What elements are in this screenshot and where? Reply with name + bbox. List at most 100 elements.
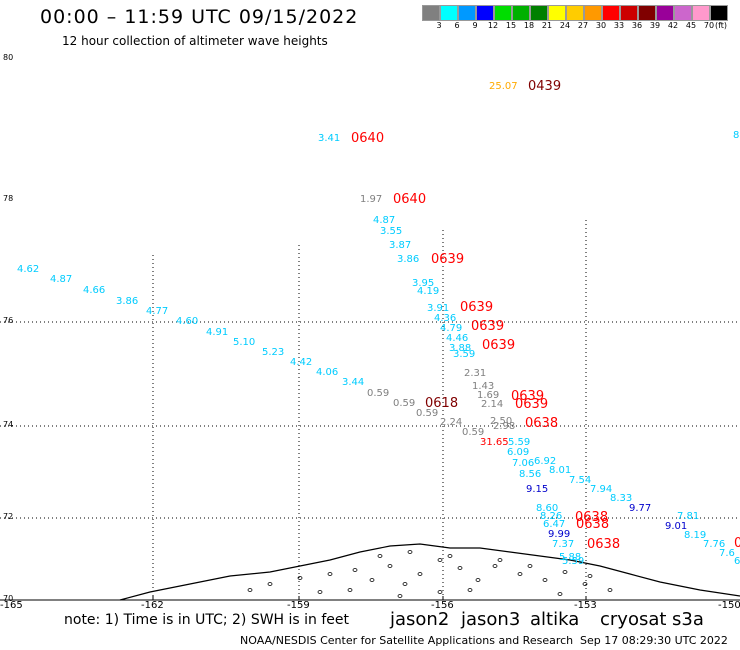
wave-height-value: 4.06: [316, 367, 339, 378]
wave-height-value: 4.87: [50, 274, 73, 285]
wave-height-value: 8.19: [684, 530, 707, 541]
legend-swatch: [692, 5, 710, 21]
graticule: [0, 220, 740, 600]
pass-time-label: 0640: [393, 192, 427, 207]
wave-height-value: 2.14: [481, 399, 504, 410]
legend-label: 6: [454, 21, 460, 30]
wave-height-value: 8: [733, 130, 740, 141]
wave-height-value: 3.59: [453, 349, 476, 360]
legend-unit: (ft): [715, 21, 728, 30]
wave-height-value: 3.86: [397, 254, 420, 265]
wave-height-value: 7.6: [719, 548, 735, 559]
legend-swatch: [458, 5, 476, 21]
legend-swatch: [422, 5, 440, 21]
legend-swatch: [584, 5, 602, 21]
legend-swatch: [620, 5, 638, 21]
legend-swatch: [440, 5, 458, 21]
legend-label: 33: [613, 21, 625, 30]
wave-height-value: 8.26: [540, 511, 563, 522]
wave-height-value: 3.88: [449, 343, 472, 354]
pass-time-label: 0618: [425, 396, 459, 411]
footer-note: note: 1) Time is in UTC; 2) SWH is in fe…: [64, 612, 350, 628]
wave-height-value: 6: [734, 556, 740, 567]
legend-label: 45: [685, 21, 697, 30]
pass-time-label: 0638: [525, 416, 559, 431]
legend-label: 27: [577, 21, 589, 30]
wave-height-value: 7.37: [552, 539, 575, 550]
wave-height-value: 4.91: [206, 327, 229, 338]
alaska-coastline: [119, 543, 740, 601]
legend-label: 12: [487, 21, 499, 30]
map-title: 00:00 – 11:59 UTC 09/15/2022: [40, 6, 359, 28]
wave-height-value: 8.56: [519, 469, 542, 480]
wave-height-value: 9.77: [629, 503, 652, 514]
ticks: [152, 596, 587, 600]
wave-height-value: 9.15: [526, 484, 549, 495]
lon-label-156: -156: [431, 600, 454, 611]
wave-height-value: 3.55: [380, 226, 403, 237]
legend-swatch: [602, 5, 620, 21]
legend-label: 3: [436, 21, 442, 30]
wave-height-value: 8.01: [549, 465, 572, 476]
legend-label: 15: [505, 21, 517, 30]
lon-label-150: -150: [718, 600, 740, 611]
wave-height-value: 4.19: [417, 286, 440, 297]
wave-height-value: 4.36: [434, 313, 457, 324]
wave-height-value: 2.31: [464, 368, 487, 379]
legend-label: 24: [559, 21, 571, 30]
wave-height-value: 1.43: [472, 381, 495, 392]
credit-line: NOAA/NESDIS Center for Satellite Applica…: [240, 634, 574, 647]
wave-height-value: 3.91: [427, 303, 450, 314]
pass-time-label: 0640: [351, 131, 385, 146]
legend-swatch: [656, 5, 674, 21]
lat-label-78: 78: [3, 194, 14, 203]
wave-height-value: 7.76: [703, 539, 726, 550]
wave-height-value: 9.01: [665, 521, 688, 532]
wave-height-value: 9.99: [548, 529, 571, 540]
wave-height-value: 7.06: [512, 458, 535, 469]
wave-height-value: 4.62: [17, 264, 40, 275]
lat-label-74: 74: [3, 420, 14, 429]
wave-height-value: 5.10: [233, 337, 256, 348]
wave-height-value: 2.24: [440, 417, 463, 428]
legend-swatch: [548, 5, 566, 21]
coastal-lakes: [247, 550, 613, 598]
wave-height-value: 4.42: [290, 357, 313, 368]
legend-label: 30: [595, 21, 607, 30]
lon-label-162: -162: [141, 600, 164, 611]
satellite-jason3: jason3: [461, 609, 521, 630]
lat-label-72: 72: [3, 512, 14, 521]
wave-height-value: 4.87: [373, 215, 396, 226]
pass-time-label: 0638: [587, 537, 621, 552]
wave-height-value: 0.59: [393, 398, 416, 409]
pass-time-label: 0639: [460, 300, 494, 315]
wave-height-value: 25.07: [489, 81, 518, 92]
pass-time-label: 0639: [515, 397, 549, 412]
pass-time-label: 0638: [576, 517, 610, 532]
wave-height-value: 4.77: [146, 306, 169, 317]
generated-timestamp: Sep 17 08:29:30 UTC 2022: [580, 634, 728, 647]
pass-time-label: 0: [734, 536, 740, 551]
wave-height-value: 3.41: [318, 133, 341, 144]
legend-label: 42: [667, 21, 679, 30]
wave-height-value: 8.60: [536, 503, 559, 514]
wave-height-value: 1.69: [477, 390, 500, 401]
wave-height-value: 31.65: [480, 437, 509, 448]
legend-swatch: [476, 5, 494, 21]
wave-height-value: 5.23: [262, 347, 285, 358]
pass-time-label: 0638: [575, 510, 609, 525]
lon-label-165: -165: [0, 600, 23, 611]
wave-height-value: 5.59: [508, 437, 531, 448]
pass-time-label: 0639: [471, 319, 505, 334]
legend-swatch: [638, 5, 656, 21]
legend-swatch: [566, 5, 584, 21]
wave-height-value: 5.88: [559, 552, 582, 563]
wave-height-value: 7.94: [590, 484, 613, 495]
wave-height-value: 4.60: [176, 316, 199, 327]
lat-label-70: 70: [3, 594, 14, 603]
wave-height-value: 6.92: [534, 456, 557, 467]
legend-label: 39: [649, 21, 661, 30]
wave-height-value: 4.79: [440, 323, 463, 334]
legend-label: 36: [631, 21, 643, 30]
